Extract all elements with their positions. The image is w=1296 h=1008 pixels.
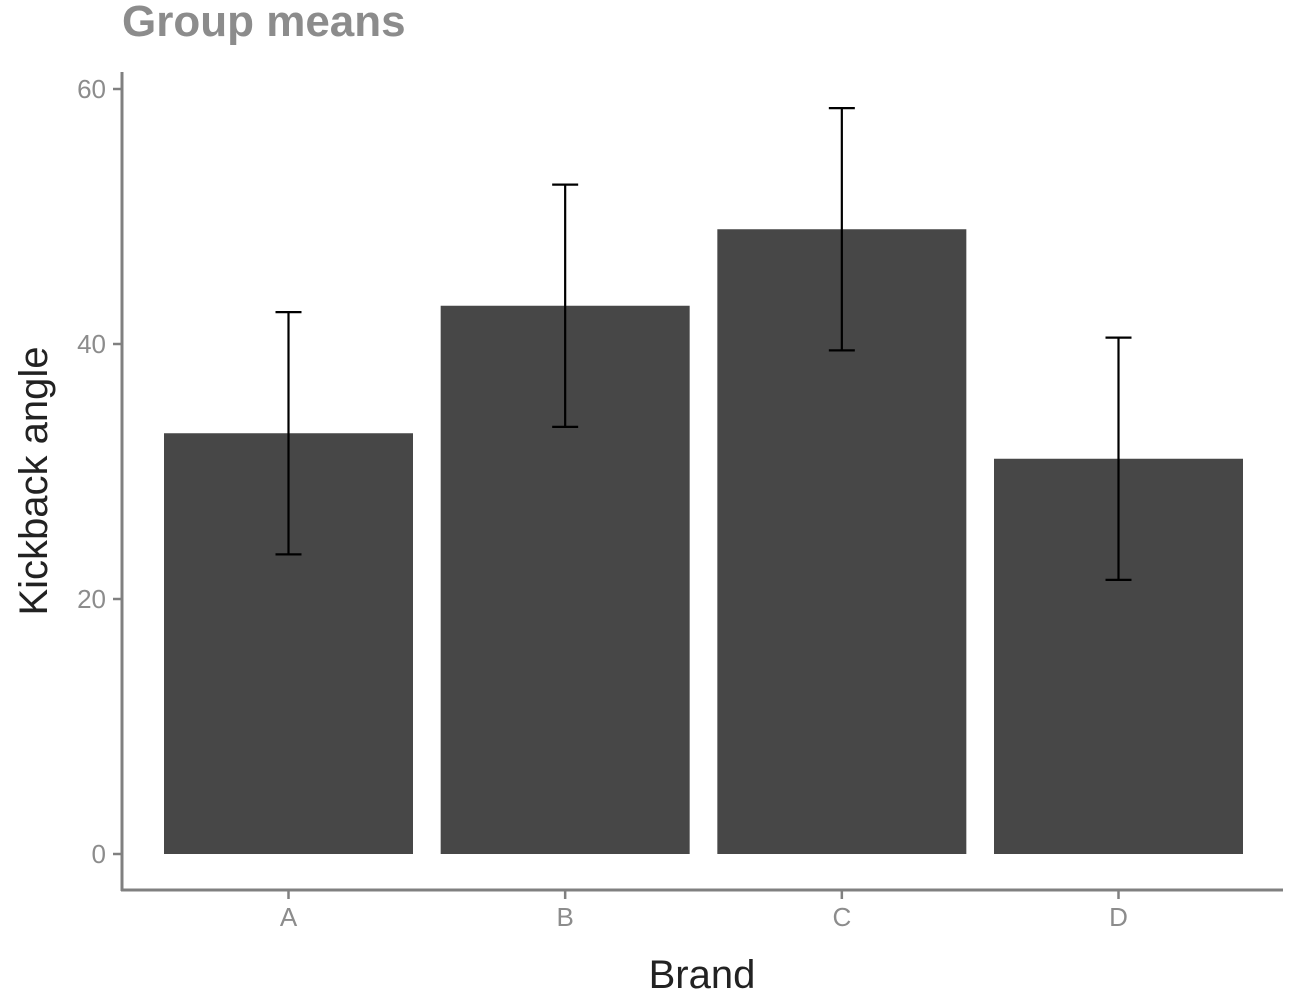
- chart-title: Group means: [122, 0, 406, 46]
- x-tick-label-d: D: [1109, 902, 1128, 932]
- x-tick-label-c: C: [832, 902, 851, 932]
- errorbar-d: [1105, 336, 1132, 581]
- y-axis-ticks: 0 20 40 60: [77, 74, 122, 869]
- y-axis-title: Kickback angle: [12, 346, 56, 615]
- y-tick-label-20: 20: [77, 584, 106, 614]
- y-tick-label-40: 40: [77, 329, 106, 359]
- errorbar-a: [275, 311, 302, 556]
- y-tick-label-0: 0: [92, 839, 106, 869]
- y-tick-label-60: 60: [77, 74, 106, 104]
- x-axis-title: Brand: [649, 953, 756, 997]
- bars-group: [164, 229, 1243, 854]
- errorbar-c: [828, 107, 855, 352]
- error-bars-group: [275, 107, 1132, 581]
- x-tick-label-b: B: [556, 902, 573, 932]
- x-tick-label-a: A: [280, 902, 298, 932]
- errorbar-b: [552, 183, 579, 428]
- x-axis-ticks: A B C D: [280, 890, 1128, 932]
